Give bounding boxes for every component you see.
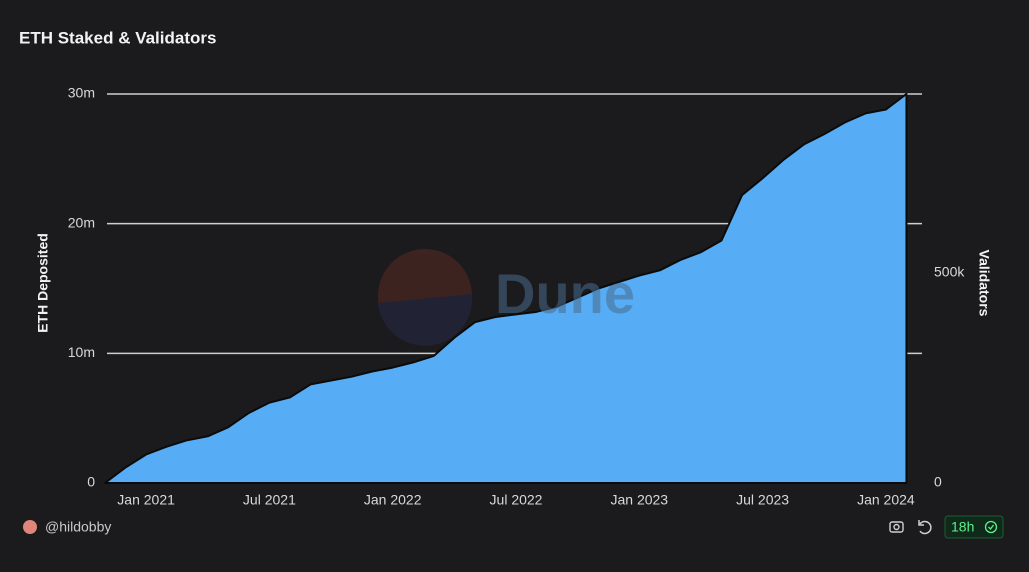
y2-tick-label: 500k [934,264,965,280]
x-tick-label: Jan 2023 [610,492,668,508]
x-tick-label: Jul 2021 [243,492,296,508]
camera-body [889,521,904,533]
y-tick-label: 10m [68,344,95,360]
camera-lens [893,523,900,531]
camera-icon[interactable] [889,521,904,533]
x-tick-label: Jul 2022 [490,492,543,508]
area [104,92,908,484]
y-tick-label: 0 [87,474,95,490]
footer: @hildobby 18h [23,515,1004,539]
refresh-arrow [918,520,924,526]
y2-tick-label: 0 [934,474,942,490]
x-tick-label: Jan 2022 [364,492,422,508]
x-tick-label: Jul 2023 [736,492,789,508]
y-tick-label: 30m [68,85,95,101]
y2-axis-title: Validators [976,250,992,317]
x-tick-label: Jan 2024 [857,492,915,508]
refresh-age: 18h [951,519,974,535]
y-tick-label: 20m [68,214,95,230]
refresh-icon[interactable] [918,520,932,535]
check-mark [988,524,995,530]
refresh-arc [919,520,932,535]
plot-area: 0 10m 20m 30m 0 500k Jan 2021 Jul 2021 Jan 2022 J… [68,85,966,508]
author[interactable]: @hildobby [45,519,111,535]
y-axis-title: ETH Deposited [35,233,51,333]
watermark: Dune [378,249,635,346]
check-icon [984,520,998,534]
chart-title: ETH Staked & Validators [19,28,216,47]
author-avatar [23,520,37,534]
x-tick-label: Jan 2021 [117,492,175,508]
watermark-logo-part [378,294,473,346]
watermark-text: Dune [495,262,635,325]
